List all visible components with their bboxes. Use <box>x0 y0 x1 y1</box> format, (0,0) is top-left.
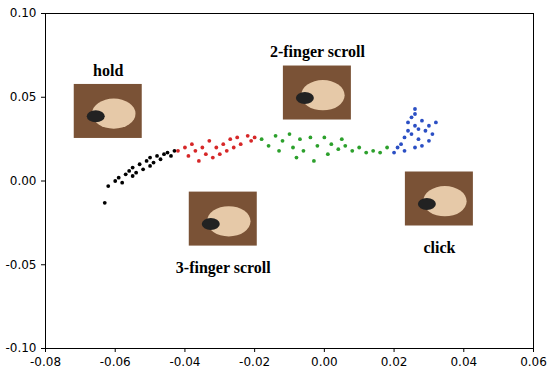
svg-text:hold: hold <box>93 62 123 79</box>
svg-text:0.02: 0.02 <box>381 355 408 369</box>
svg-text:click: click <box>423 239 455 256</box>
svg-text:-0.08: -0.08 <box>30 355 61 369</box>
svg-text:-0.05: -0.05 <box>5 258 36 272</box>
svg-text:0.00: 0.00 <box>10 174 37 188</box>
svg-text:0.05: 0.05 <box>10 90 37 104</box>
svg-text:-0.06: -0.06 <box>100 355 131 369</box>
svg-text:-0.10: -0.10 <box>5 341 36 355</box>
svg-text:0.04: 0.04 <box>450 355 477 369</box>
svg-text:2-finger scroll: 2-finger scroll <box>270 43 366 61</box>
svg-text:3-finger scroll: 3-finger scroll <box>176 259 272 277</box>
svg-text:-0.04: -0.04 <box>169 355 200 369</box>
svg-text:0.06: 0.06 <box>520 355 547 369</box>
svg-text:0.10: 0.10 <box>10 6 37 20</box>
svg-text:-0.02: -0.02 <box>239 355 270 369</box>
svg-text:0.00: 0.00 <box>311 355 338 369</box>
